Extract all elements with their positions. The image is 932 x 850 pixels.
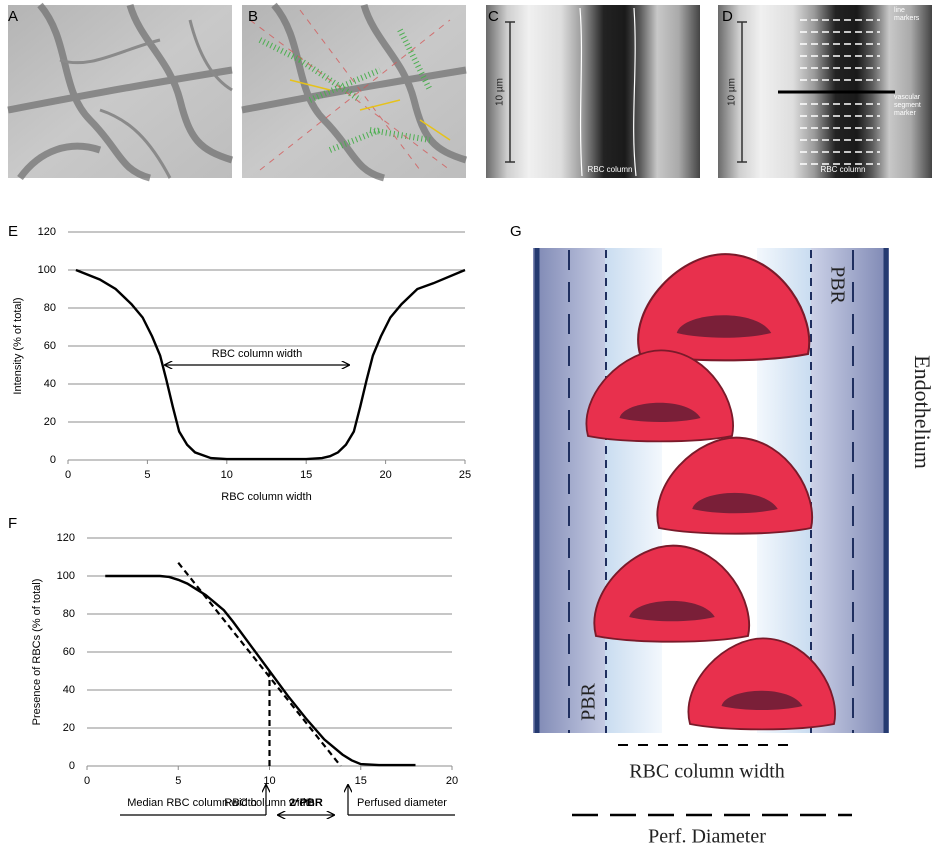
y-tick-label: 100 (57, 570, 75, 582)
y-tick-label: 0 (50, 454, 56, 466)
panel-label: A (8, 8, 18, 25)
line-markers-label: markers (894, 15, 920, 22)
y-tick-label: 0 (69, 760, 75, 772)
data-line (105, 576, 415, 765)
panel-label: F (8, 515, 17, 532)
x-tick-label: 20 (379, 469, 391, 481)
y-axis-label: Intensity (% of total) (12, 297, 24, 394)
endothelium-label: Endothelium (910, 355, 932, 469)
pbr-label: PBR (826, 266, 848, 304)
x-tick-label: 5 (175, 775, 181, 787)
x-tick-label: 10 (221, 469, 233, 481)
y-tick-label: 60 (63, 646, 75, 658)
y-tick-label: 120 (38, 226, 56, 238)
y-tick-label: 80 (63, 608, 75, 620)
line-markers-label: line (894, 7, 905, 14)
panel-label: E (8, 223, 18, 240)
column-label: RBC column (588, 165, 633, 174)
figure: A B C D E F G 10 µm RBC column 10 µm RBC… (0, 0, 932, 850)
pbr-label: PBR (578, 682, 600, 720)
rbc-column-width-label: RBC column width (629, 761, 785, 783)
panel-label: D (722, 8, 733, 25)
micrograph-d (718, 5, 932, 178)
micrograph-a (8, 5, 232, 178)
y-tick-label: 40 (44, 378, 56, 390)
x-tick-label: 20 (446, 775, 458, 787)
column-label: RBC column (821, 165, 866, 174)
x-tick-label: 0 (65, 469, 71, 481)
panel-label: C (488, 8, 499, 25)
y-tick-label: 60 (44, 340, 56, 352)
vessel-diagram (533, 248, 889, 815)
annotation: Median RBC column width (127, 797, 257, 809)
x-tick-label: 15 (355, 775, 367, 787)
y-tick-label: 120 (57, 532, 75, 544)
annotation: RBC column width (212, 348, 302, 360)
segment-marker-label: segment (894, 102, 921, 109)
x-tick-label: 10 (263, 775, 275, 787)
scale-bar-label: 10 µm (727, 78, 738, 106)
x-tick-label: 15 (300, 469, 312, 481)
panel-label: B (248, 8, 258, 25)
y-tick-label: 20 (63, 722, 75, 734)
micrograph-b (242, 5, 466, 178)
y-tick-label: 80 (44, 302, 56, 314)
scale-bar-label: 10 µm (495, 78, 506, 106)
x-tick-label: 25 (459, 469, 471, 481)
y-tick-label: 100 (38, 264, 56, 276)
segment-marker-label: vascular (894, 94, 921, 101)
annotation: 2*PBR (289, 797, 323, 809)
y-tick-label: 20 (44, 416, 56, 428)
y-tick-label: 40 (63, 684, 75, 696)
y-axis-label: Presence of RBCs (% of total) (31, 579, 43, 726)
annotation: Perfused diameter (357, 797, 447, 809)
micrograph-c (486, 5, 700, 178)
segment-marker-label: marker (894, 110, 916, 117)
perf-diameter-label: Perf. Diameter (648, 826, 766, 848)
x-tick-label: 5 (144, 469, 150, 481)
x-axis-label: RBC column width (221, 491, 311, 503)
page: { "panel_labels": ["A", "B", "C", "D", "… (0, 0, 932, 850)
x-tick-label: 0 (84, 775, 90, 787)
panel-label: G (510, 223, 522, 240)
